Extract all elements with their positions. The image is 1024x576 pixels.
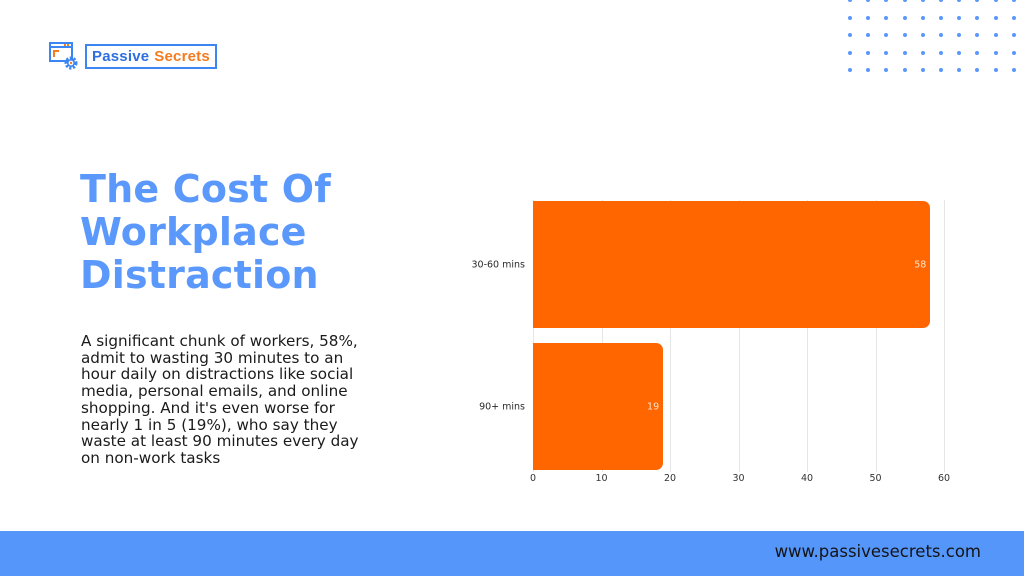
- logo-wordmark: Passive Secrets: [85, 43, 217, 69]
- bar[interactable]: 58: [533, 201, 931, 328]
- gridline: [807, 200, 808, 472]
- decorative-dot: [975, 0, 980, 2]
- decorative-dot: [884, 0, 889, 2]
- decorative-dot: [920, 15, 925, 20]
- decorative-dot: [902, 68, 907, 72]
- decorative-dot: [993, 15, 998, 20]
- decorative-dot: [848, 33, 852, 37]
- decorative-dot: [848, 50, 852, 55]
- logo-word-secrets: Secrets: [154, 47, 210, 65]
- description-line: shopping. And it's even worse for: [81, 398, 335, 417]
- decorative-dot: [993, 50, 998, 55]
- footer-band: www.passivesecrets.com: [0, 531, 1024, 576]
- decorative-dot: [939, 50, 943, 55]
- decorative-dot: [939, 15, 943, 20]
- decorative-dot: [993, 68, 998, 72]
- x-axis-tick-label: 0: [529, 473, 537, 484]
- x-axis-tick-label: 50: [869, 473, 882, 484]
- description-line: A significant chunk of workers, 58%,: [81, 332, 358, 350]
- decorative-dot: [975, 68, 980, 72]
- decorative-dot: [848, 0, 852, 2]
- decorative-dot: [975, 15, 980, 20]
- decorative-dot: [1011, 0, 1016, 2]
- title-line: Distraction: [80, 253, 319, 297]
- gridline: [875, 200, 877, 472]
- decorative-dot: [920, 0, 925, 2]
- decorative-dot: [884, 50, 889, 55]
- decorative-dot: [884, 15, 889, 20]
- decorative-dot: [920, 33, 925, 37]
- decorative-dot: [957, 33, 962, 37]
- gridline: [738, 200, 740, 472]
- decorative-dot: [848, 15, 852, 20]
- x-axis-tick-label: 40: [800, 473, 814, 484]
- decorative-dot: [939, 68, 943, 72]
- decorative-dot: [902, 33, 907, 37]
- title-line: Workplace: [80, 210, 307, 254]
- description-line: admit to wasting 30 minutes to an: [81, 348, 344, 367]
- decorative-dot: [920, 50, 925, 55]
- decorative-dot: [957, 15, 962, 20]
- description-line: hour daily on distractions like social: [81, 365, 354, 384]
- decorative-dot: [884, 68, 889, 72]
- decorative-dot: [884, 33, 889, 37]
- decorative-dot: [1011, 33, 1016, 37]
- page-title: The Cost Of Workplace Distraction: [80, 168, 400, 297]
- description-line: on non-work tasks: [81, 448, 221, 467]
- description-line: nearly 1 in 5 (19%), who say they: [81, 415, 338, 434]
- decorative-dot: [902, 50, 907, 55]
- title-line: The Cost Of: [80, 167, 332, 211]
- decorative-dot: [1011, 68, 1016, 72]
- description-line: media, personal emails, and online: [81, 382, 348, 401]
- description-line: waste at least 90 minutes every day: [81, 432, 359, 451]
- decorative-dot: [993, 33, 998, 37]
- decorative-dot: [866, 33, 871, 37]
- decorative-dot: [939, 0, 943, 2]
- decorative-dot: [993, 0, 998, 2]
- x-axis-tick-label: 20: [663, 473, 677, 484]
- decorative-dot: [848, 68, 852, 72]
- gridline: [533, 200, 534, 472]
- decorative-dot: [920, 68, 925, 72]
- decorative-dot: [902, 0, 907, 2]
- decorative-dot: [866, 0, 871, 2]
- logo-word-passive: Passive: [92, 47, 150, 65]
- bar-chart: 0 10 20 30 40 50 60 58 30-60 mins 19 90+ mins: [460, 190, 980, 500]
- browser-gear-icon: [49, 41, 83, 71]
- x-axis-tick-label: 10: [595, 473, 608, 484]
- gridline: [670, 200, 671, 472]
- gridline: [601, 200, 603, 472]
- decorative-dot-grid: [848, 0, 1024, 78]
- decorative-dot: [866, 68, 871, 72]
- logo[interactable]: Passive Secrets: [49, 42, 217, 70]
- decorative-dot: [975, 50, 980, 55]
- bar-data-label: 19: [647, 401, 660, 412]
- decorative-dot: [866, 15, 871, 20]
- gridline: [944, 200, 945, 472]
- x-axis-tick-label: 30: [732, 473, 745, 484]
- decorative-dot: [902, 15, 907, 20]
- bar[interactable]: 19: [533, 343, 664, 470]
- bar-data-label: 58: [914, 259, 927, 270]
- decorative-dot: [957, 68, 962, 72]
- description-paragraph: A significant chunk of workers, 58%, adm…: [81, 333, 411, 467]
- x-axis-tick-label: 60: [937, 473, 951, 484]
- y-axis-category-label: 30-60 mins: [471, 259, 526, 270]
- decorative-dot: [957, 50, 962, 55]
- decorative-dot: [866, 50, 871, 55]
- decorative-dot: [939, 33, 943, 37]
- decorative-dot: [957, 0, 962, 2]
- decorative-dot: [1011, 50, 1016, 55]
- y-axis-category-label: 90+ mins: [479, 401, 525, 412]
- decorative-dot: [1011, 15, 1016, 20]
- decorative-dot: [975, 33, 980, 37]
- website-link[interactable]: www.passivesecrets.com: [774, 542, 981, 561]
